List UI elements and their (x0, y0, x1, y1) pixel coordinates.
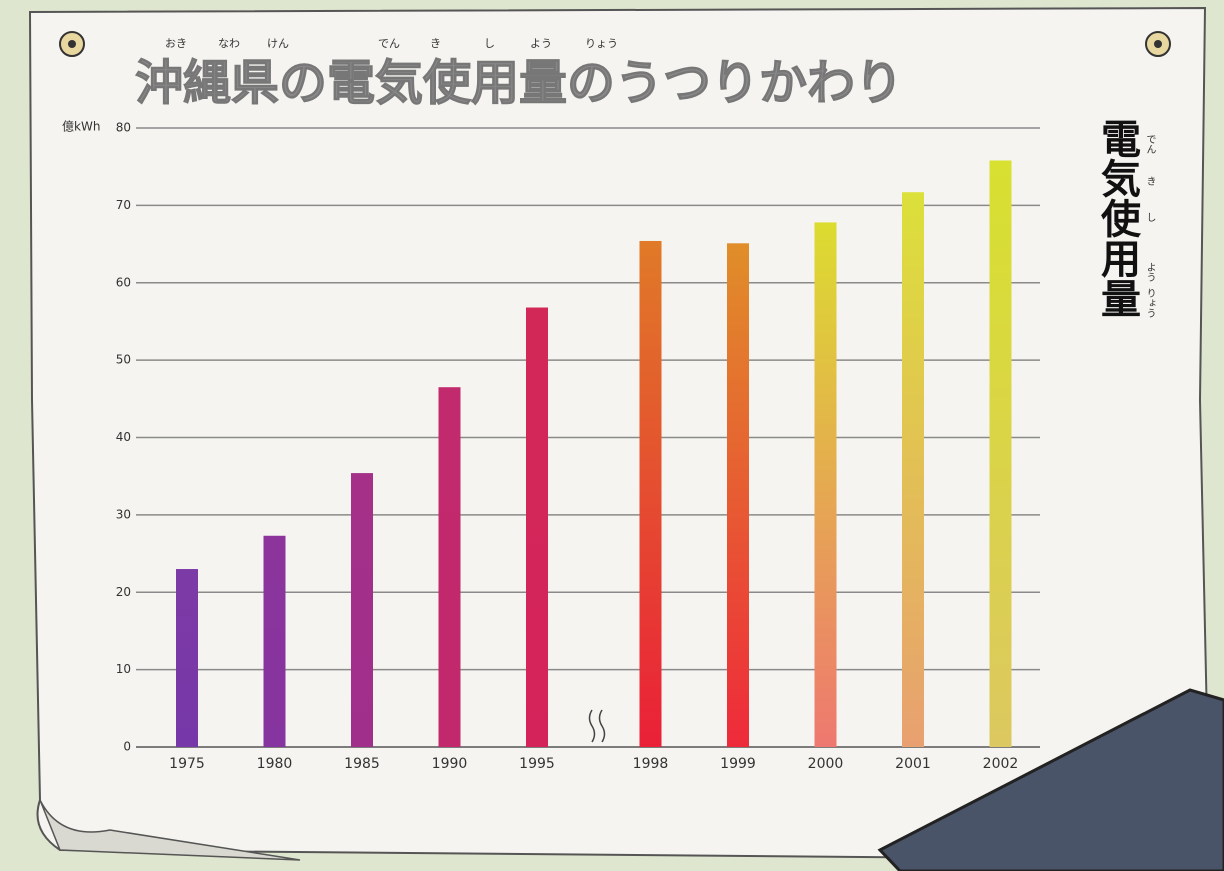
bar (351, 473, 373, 747)
y-tick-label: 50 (116, 353, 131, 367)
y-tick-label: 80 (116, 121, 131, 135)
side-ruby: き (1144, 176, 1155, 186)
title-ruby: き (430, 37, 441, 50)
bar (639, 240, 662, 747)
title-ruby: し (484, 37, 495, 50)
y-tick-label: 0 (123, 740, 131, 754)
bar (176, 569, 198, 747)
title-ruby: おき (165, 37, 187, 50)
bar (814, 222, 837, 747)
paper (28, 6, 1212, 862)
x-tick-label: 1985 (344, 756, 380, 772)
title-ruby: よう (530, 37, 552, 50)
title-ruby: でん (378, 37, 400, 50)
corner-object (877, 688, 1224, 871)
side-ruby: し (1144, 212, 1155, 222)
y-tick-label: 40 (116, 430, 131, 444)
pin (68, 40, 76, 48)
x-tick-label: 2002 (983, 756, 1019, 772)
y-axis-label: 億kWh (62, 120, 100, 134)
x-tick-label: 2001 (895, 756, 931, 772)
bar (727, 243, 749, 747)
x-tick-label: 1980 (257, 756, 293, 772)
y-tick-label: 60 (116, 275, 131, 289)
x-tick-label: 2000 (808, 756, 844, 772)
paper-curl (39, 799, 301, 861)
pin (1154, 40, 1162, 48)
bar (526, 307, 548, 747)
side-ruby: りょう (1144, 288, 1155, 318)
x-tick-label: 1990 (432, 756, 468, 772)
y-tick-label: 10 (116, 662, 131, 676)
title-ruby: けん (267, 37, 289, 50)
axis-break (588, 709, 606, 743)
side-label: 電気使用量 (1094, 118, 1141, 318)
y-tick-label: 70 (116, 198, 131, 212)
x-tick-label: 1995 (519, 756, 555, 772)
side-ruby: よう (1144, 262, 1155, 282)
chart-title: 沖縄県の電気使用量のうつりかわり (135, 55, 903, 111)
title-ruby: なわ (218, 37, 240, 50)
side-ruby: でん (1144, 134, 1156, 154)
bar (438, 387, 461, 747)
bar (989, 160, 1012, 747)
bar (902, 192, 924, 747)
x-tick-label: 1999 (720, 756, 756, 772)
y-tick-label: 20 (116, 585, 131, 599)
title-ruby: りょう (585, 37, 618, 50)
x-tick-label: 1998 (633, 756, 669, 772)
x-tick-label: 1975 (169, 756, 205, 772)
bar (263, 535, 286, 747)
y-tick-label: 30 (116, 507, 131, 521)
